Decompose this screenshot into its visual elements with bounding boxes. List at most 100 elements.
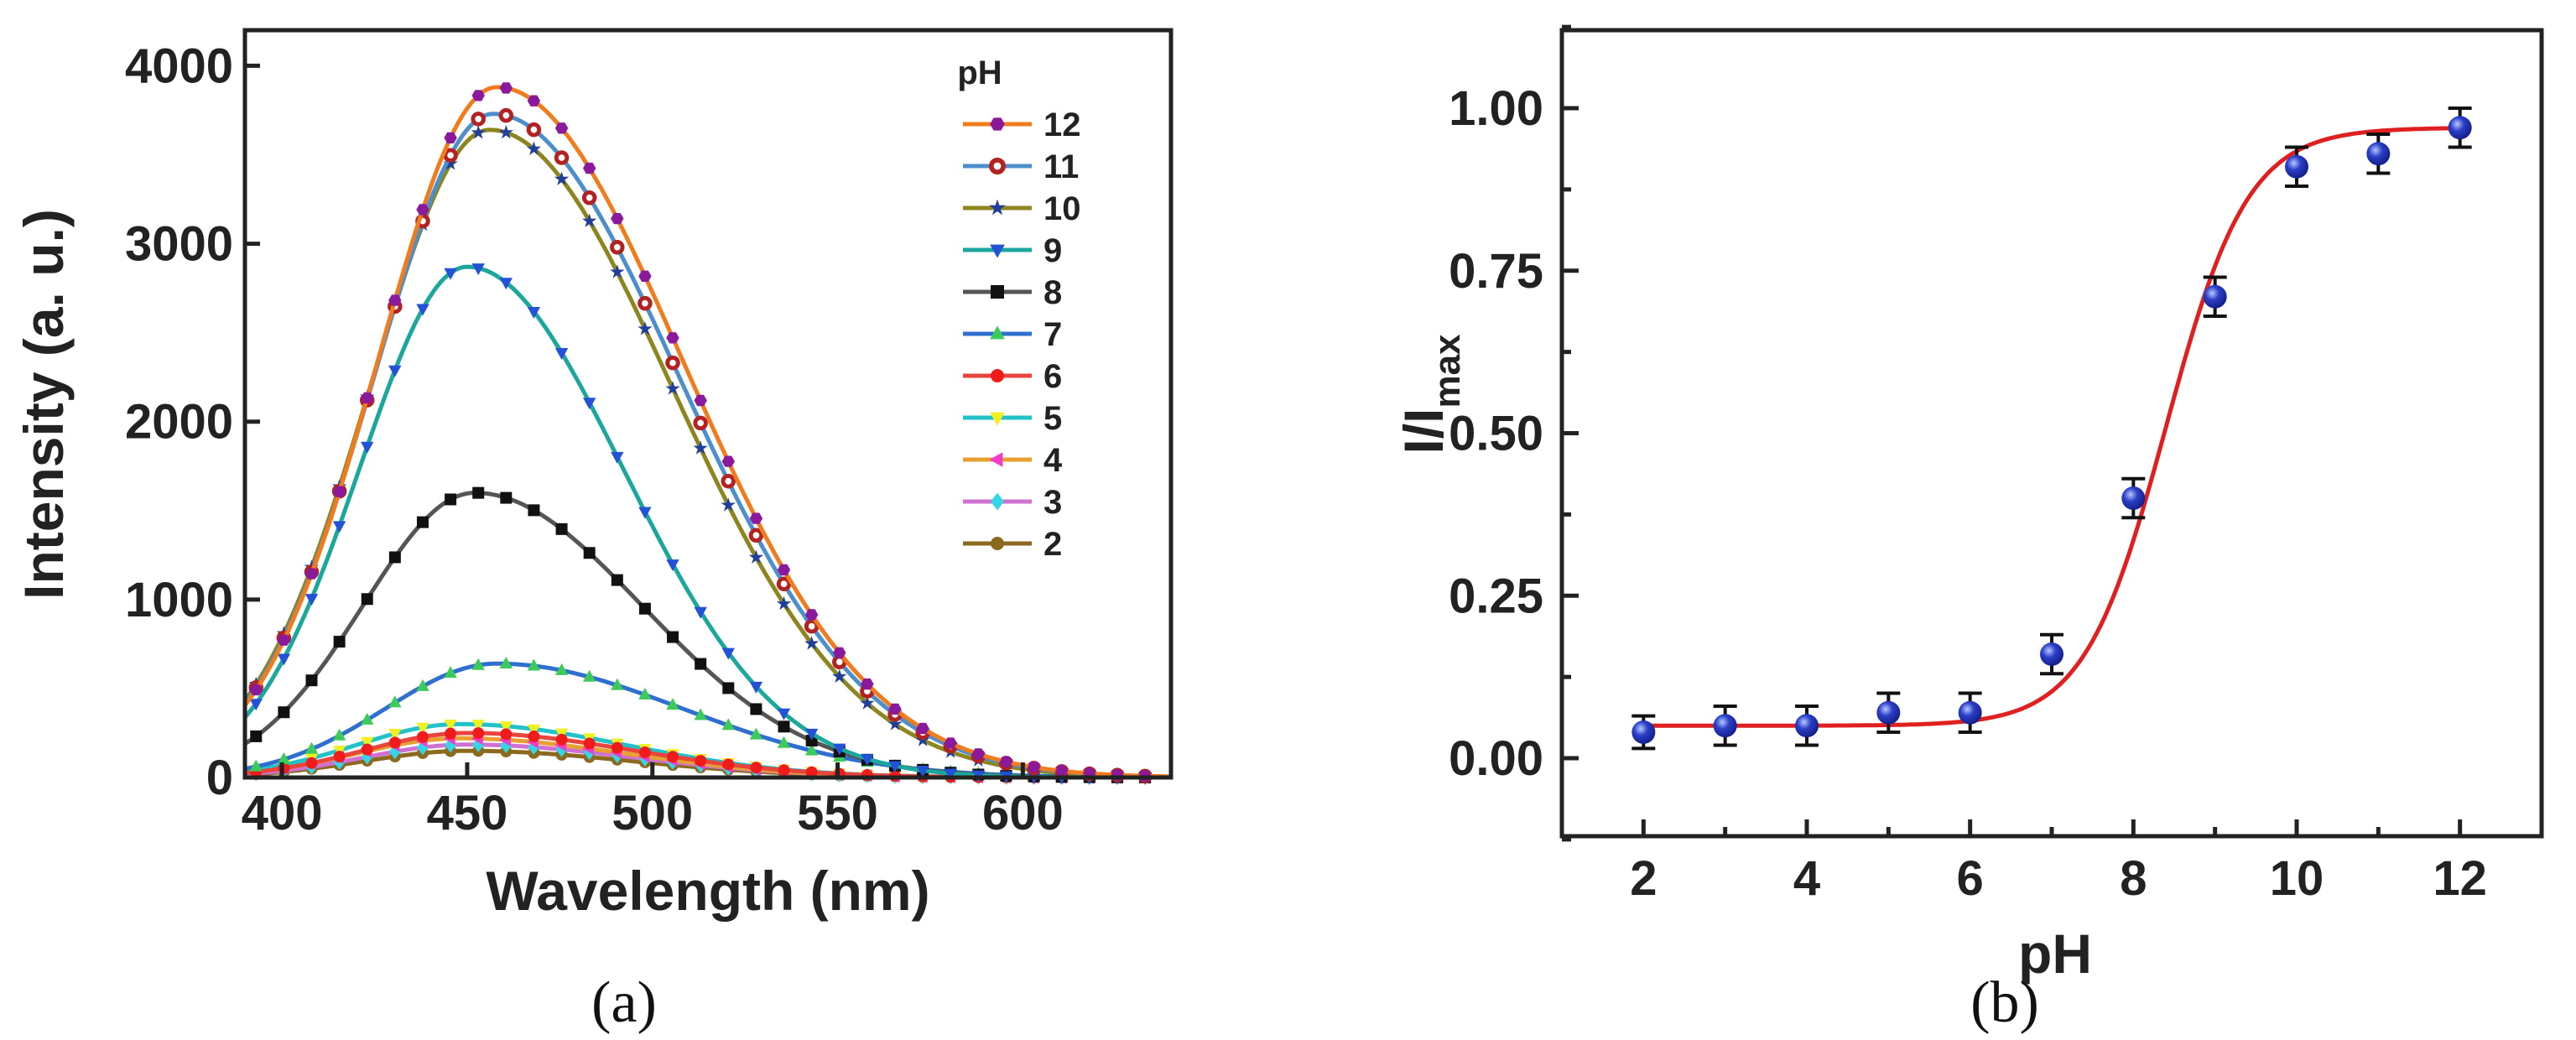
data-point-ph-6 xyxy=(528,731,540,743)
legend-marker xyxy=(990,412,1005,426)
data-point-ph-6 xyxy=(1958,691,1982,734)
data-point-ph-8 xyxy=(250,730,263,742)
data-point-ph-6 xyxy=(638,746,651,758)
data-point-ph-4 xyxy=(1795,705,1819,747)
data-point-ph-6 xyxy=(472,727,485,740)
data-point-ph-10 xyxy=(526,141,542,155)
data-point-ph-9 xyxy=(833,743,846,756)
data-point-ph-5 xyxy=(388,729,402,741)
data-point-ph-8 xyxy=(333,636,346,648)
legend-marker xyxy=(989,452,1003,467)
data-point-ph-12 xyxy=(833,647,846,658)
data-point-ph-11 xyxy=(748,528,764,543)
data-point-ph-10 xyxy=(498,124,513,139)
data-point-ph-8 xyxy=(722,682,735,694)
panel-b-fit-layer xyxy=(1643,126,2460,728)
data-point-ph-12 xyxy=(583,162,596,174)
panel-b-points-layer xyxy=(1631,107,2472,751)
legend-marker xyxy=(989,158,1007,175)
panel-b-caption: (b) xyxy=(1970,970,2039,1035)
data-point-ph-6 xyxy=(805,766,818,778)
legend-label: 8 xyxy=(1043,274,1062,311)
series-line-ph-12 xyxy=(243,85,1172,779)
data-point-ph-6 xyxy=(778,764,790,777)
panel-b-x-tick-label: 10 xyxy=(2270,851,2324,906)
data-point-ph-9 xyxy=(304,594,319,606)
data-point-ph-7 xyxy=(249,759,263,772)
panel-a-x-tick-label: 450 xyxy=(427,786,508,840)
data-point-ph-8 xyxy=(750,703,762,715)
panel-b-plot-frame xyxy=(1559,28,2544,839)
data-point-ph-9 xyxy=(249,699,263,711)
data-point-ph-9 xyxy=(916,766,929,777)
data-point-ph-11 xyxy=(721,473,736,489)
legend-item-ph-9: 9 xyxy=(963,232,1062,269)
data-point-ph-12 xyxy=(694,394,707,407)
data-point-ph-10 xyxy=(610,264,625,278)
series-ph-10 xyxy=(242,124,1171,783)
data-point-ph-9 xyxy=(804,728,819,741)
data-point-ph-9 xyxy=(694,606,707,619)
data-point-ph-6 xyxy=(388,736,401,749)
data-point-ph-12 xyxy=(2448,107,2472,149)
data-point-ph-9 xyxy=(471,263,485,276)
data-point-ph-9 xyxy=(2203,275,2227,318)
panel-a-y-tick-label: 4000 xyxy=(125,39,233,93)
panel-b-y-tick-label: 0.50 xyxy=(1449,407,1543,461)
panel-b-y-axis-label: I/Imax xyxy=(1392,334,1468,455)
legend-label: 3 xyxy=(1043,484,1062,521)
data-point-marker xyxy=(2203,284,2227,309)
data-point-ph-12 xyxy=(804,609,819,621)
data-point-ph-11 xyxy=(665,355,680,371)
data-point-ph-8 xyxy=(500,491,513,504)
data-point-marker xyxy=(2285,154,2308,179)
data-point-ph-12 xyxy=(554,122,569,134)
data-point-ph-10 xyxy=(554,171,570,185)
data-point-ph-10 xyxy=(582,213,597,227)
series-line-ph-10 xyxy=(242,127,1171,779)
data-point-ph-8 xyxy=(305,674,318,687)
data-point-ph-6 xyxy=(555,733,568,746)
data-point-ph-10 xyxy=(637,321,653,335)
panel-b-chart: 2 4 6 8 10 12 0.00 0.25 0.50 0.75 1.00 pH I/Imax xyxy=(1392,24,2544,985)
data-point-ph-9 xyxy=(499,278,513,290)
legend-marker xyxy=(991,537,1004,550)
panel-a-x-tick-label: 500 xyxy=(611,786,693,840)
data-point-ph-7 xyxy=(749,727,763,740)
data-point-ph-12 xyxy=(666,332,679,344)
data-point-ph-8 xyxy=(638,602,651,615)
data-point-ph-11 xyxy=(498,107,514,123)
series-line-ph-11 xyxy=(242,112,1172,779)
data-point-ph-12 xyxy=(888,703,902,715)
data-point-ph-12 xyxy=(611,213,624,225)
data-point-ph-12 xyxy=(944,737,957,749)
data-point-ph-10 xyxy=(665,381,680,395)
panel-a-y-axis-label: Intensity (a. u.) xyxy=(13,209,75,600)
data-point-ph-12 xyxy=(861,678,874,690)
legend-label: 6 xyxy=(1043,358,1062,395)
panel-b-ticks: 2 4 6 8 10 12 0.00 0.25 0.50 0.75 1.00 xyxy=(1449,24,2544,906)
panel-b-x-tick-label: 8 xyxy=(2120,851,2147,906)
panel-a-x-axis-label: Wavelength (nm) xyxy=(486,860,929,922)
data-point-ph-12 xyxy=(971,748,986,760)
data-point-ph-6 xyxy=(583,737,596,750)
data-point-ph-6 xyxy=(445,727,457,740)
panel-a-chart: 400 450 500 550 600 0 1000 2000 3000 4000 Wavelen… xyxy=(13,28,1174,922)
data-point-ph-11 xyxy=(443,148,458,163)
data-point-ph-12 xyxy=(916,722,929,735)
data-point-ph-10 xyxy=(887,716,903,731)
data-point-ph-12 xyxy=(527,95,541,107)
data-point-ph-11 xyxy=(526,122,542,138)
data-point-ph-2 xyxy=(1631,714,1656,751)
data-point-ph-8 xyxy=(695,658,707,670)
legend-label: 2 xyxy=(1043,526,1062,563)
data-point-ph-10 xyxy=(443,156,458,170)
data-point-ph-9 xyxy=(721,647,735,660)
data-point-ph-6 xyxy=(361,743,373,756)
panel-b-x-tick-label: 2 xyxy=(1630,851,1657,906)
data-point-ph-7 xyxy=(527,658,541,671)
legend-item-ph-8: 8 xyxy=(963,274,1062,311)
data-point-ph-8 xyxy=(278,706,290,719)
data-point-marker xyxy=(1713,714,1737,738)
data-point-ph-10 xyxy=(804,636,820,650)
